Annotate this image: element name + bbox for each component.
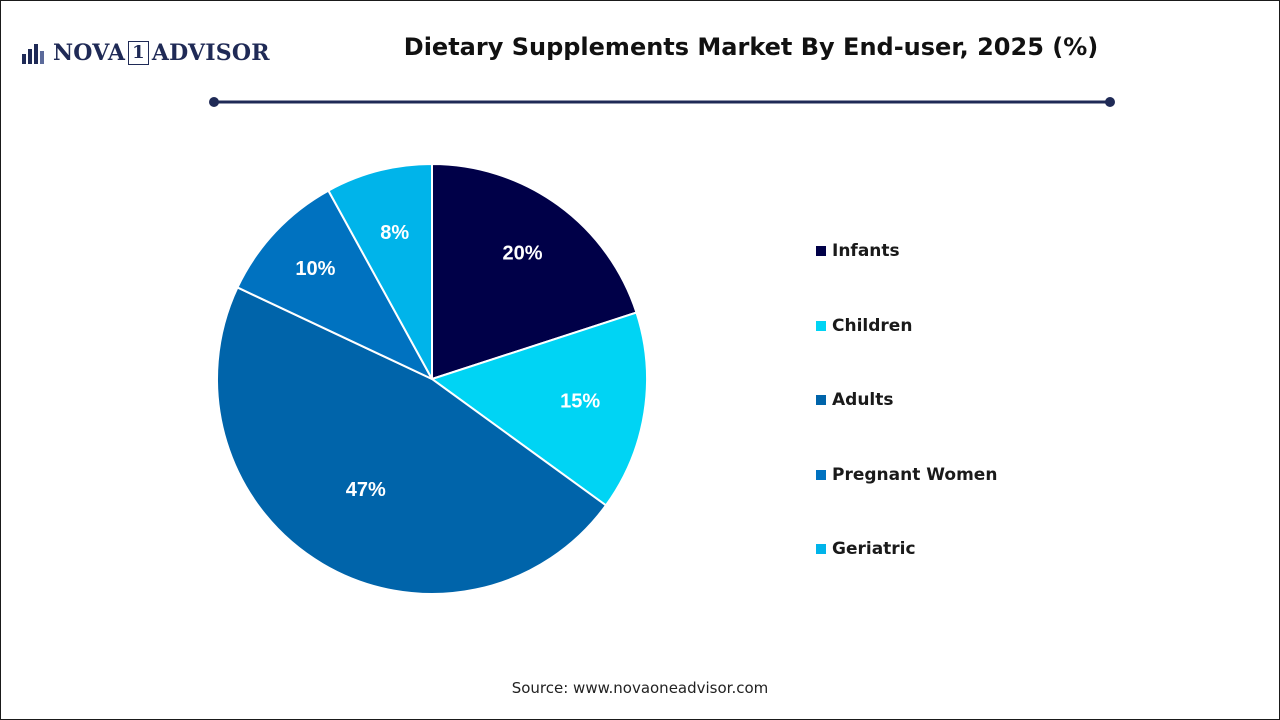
- title-rule-right-dot: [1105, 97, 1115, 107]
- legend-swatch: [816, 469, 826, 480]
- data-label-pregnant-women: 10%: [295, 258, 335, 280]
- pie-data-labels: 20% 15% 47% 10% 8%: [295, 222, 600, 501]
- legend-item-geriatric: Geriatric: [816, 537, 1116, 561]
- legend-label: Geriatric: [832, 539, 916, 559]
- legend-item-children: Children: [816, 314, 1116, 338]
- title-underline-rule: [209, 97, 1115, 107]
- bar-chart-logo-icon: [22, 44, 44, 64]
- legend-swatch: [816, 246, 826, 256]
- legend-item-adults: Adults: [816, 388, 1116, 412]
- legend-swatch: [816, 320, 826, 331]
- logo-boxed-digit: 1: [128, 41, 149, 65]
- pie-slices: [216, 162, 648, 595]
- pie-chart: 20% 15% 47% 10% 8%: [216, 162, 648, 595]
- legend-swatch: [816, 544, 826, 554]
- pie-slice-infants: [431, 162, 638, 381]
- pie-slice-geriatric: [327, 162, 433, 380]
- chart-legend: Infants Children Adults Pregnant Women Geria…: [816, 239, 1116, 612]
- legend-item-infants: Infants: [816, 239, 1116, 263]
- pie-slice-pregnant-women: [236, 189, 435, 382]
- legend-label: Children: [832, 315, 913, 336]
- logo-text-advisor: ADVISOR: [151, 40, 270, 66]
- legend-label: Infants: [832, 241, 900, 261]
- data-label-geriatric: 8%: [380, 222, 409, 244]
- legend-label: Adults: [832, 390, 894, 410]
- pie-slice-adults: [216, 286, 608, 595]
- legend-label: Pregnant Women: [832, 464, 998, 485]
- logo-text: NOVA 1 ADVISOR: [53, 40, 270, 66]
- nova-advisor-logo: NOVA 1 ADVISOR: [21, 37, 270, 69]
- pie-slice-children: [429, 311, 648, 507]
- data-label-adults: 47%: [346, 479, 386, 501]
- source-note: Source: www.novaoneadvisor.com: [511, 679, 769, 697]
- legend-swatch: [816, 395, 826, 405]
- data-label-infants: 20%: [503, 243, 543, 265]
- data-label-children: 15%: [560, 391, 600, 413]
- legend-item-pregnant-women: Pregnant Women: [816, 463, 1116, 487]
- chart-title: Dietary Supplements Market By End-user, …: [403, 33, 1099, 61]
- logo-text-nova: NOVA: [53, 40, 126, 66]
- title-rule-left-dot: [209, 97, 219, 107]
